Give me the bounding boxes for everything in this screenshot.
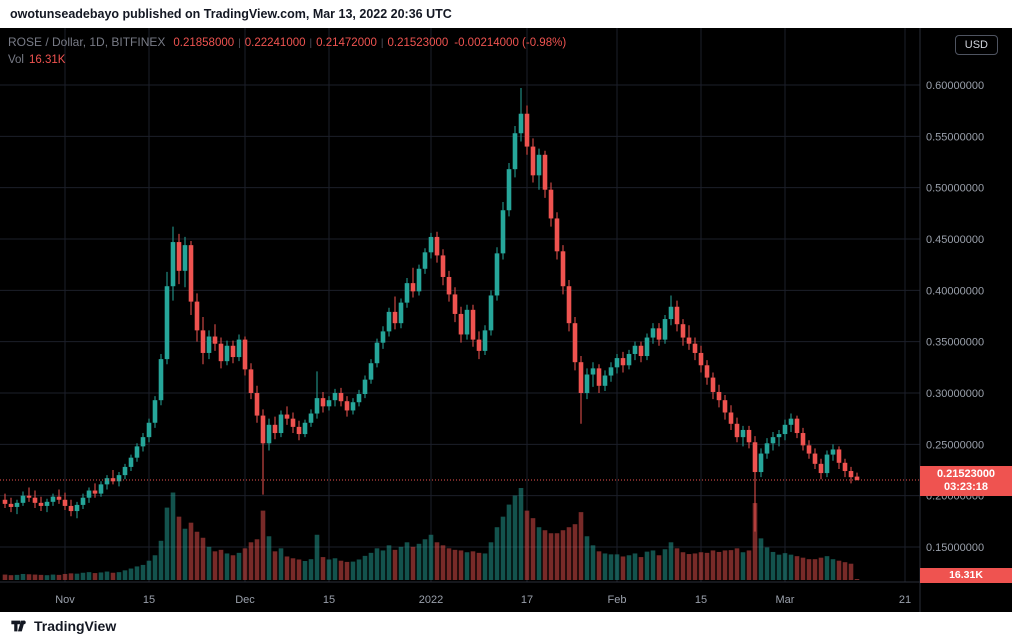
svg-text:0.50000000: 0.50000000 xyxy=(926,183,984,195)
volume-label: Vol xyxy=(8,54,24,66)
symbol-ohlc-row: ROSE / Dollar, 1D, BITFINEX 0.21858000 |… xyxy=(8,34,566,52)
svg-text:21: 21 xyxy=(899,594,911,606)
tradingview-logo-icon[interactable] xyxy=(10,617,28,635)
legend-separator: | xyxy=(238,38,241,49)
svg-text:0.25000000: 0.25000000 xyxy=(926,439,984,451)
legend-separator: | xyxy=(380,38,384,49)
svg-text:Dec: Dec xyxy=(235,594,255,606)
countdown-timer: 03:23:18 xyxy=(943,481,989,494)
open-value: 0.21858000 xyxy=(173,37,235,49)
svg-text:0.15000000: 0.15000000 xyxy=(926,542,984,554)
symbol-title: ROSE / Dollar, 1D, BITFINEX xyxy=(8,35,166,49)
change-value: -0.00214000 (-0.98%) xyxy=(454,37,567,49)
last-price-tag: 0.21523000 03:23:18 xyxy=(920,466,1012,497)
svg-text:0.55000000: 0.55000000 xyxy=(926,131,984,143)
chart-area[interactable]: 0.60000000 0.55000000 0.50000000 0.45000000… xyxy=(0,28,1012,612)
footer-bar: TradingView xyxy=(0,612,1012,640)
svg-text:0.40000000: 0.40000000 xyxy=(926,285,984,297)
attribution-bar: owotunseadebayo published on TradingView… xyxy=(0,0,1012,28)
attribution-text: owotunseadebayo published on TradingView… xyxy=(10,7,452,21)
legend-separator: | xyxy=(309,38,313,49)
volume-value: 16.31K xyxy=(29,54,66,66)
volume-axis-tag: 16.31K xyxy=(920,568,1012,583)
chart-legend: ROSE / Dollar, 1D, BITFINEX 0.21858000 |… xyxy=(8,34,566,69)
svg-text:0.45000000: 0.45000000 xyxy=(926,234,984,246)
svg-text:15: 15 xyxy=(143,594,155,606)
candlestick-chart-canvas[interactable]: 0.60000000 0.55000000 0.50000000 0.45000000… xyxy=(0,28,1012,612)
svg-text:Mar: Mar xyxy=(776,594,795,606)
svg-text:0.35000000: 0.35000000 xyxy=(926,337,984,349)
volume-row: Vol 16.31K xyxy=(8,52,566,69)
low-value: 0.21472000 xyxy=(316,37,377,49)
svg-text:0.60000000: 0.60000000 xyxy=(926,80,984,92)
close-value: 0.21523000 xyxy=(387,37,449,49)
tradingview-wordmark[interactable]: TradingView xyxy=(34,618,117,634)
currency-toggle-button[interactable]: USD xyxy=(954,35,998,55)
svg-text:15: 15 xyxy=(323,594,335,606)
svg-text:Nov: Nov xyxy=(55,594,75,606)
svg-text:Feb: Feb xyxy=(608,594,627,606)
svg-text:0.30000000: 0.30000000 xyxy=(926,388,984,400)
svg-text:17: 17 xyxy=(521,594,533,606)
last-price-value: 0.21523000 xyxy=(936,468,996,481)
svg-text:15: 15 xyxy=(695,594,707,606)
svg-text:2022: 2022 xyxy=(419,594,443,606)
high-value: 0.22241000 xyxy=(244,37,306,49)
